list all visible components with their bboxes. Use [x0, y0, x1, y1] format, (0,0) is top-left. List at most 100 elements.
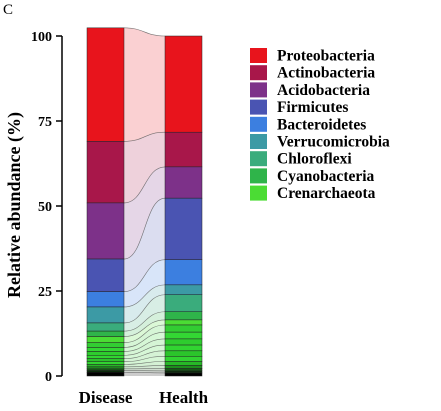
flow-band: [124, 319, 165, 343]
y-axis-label: Relative abundance (%): [4, 112, 25, 298]
flow-band: [124, 338, 165, 356]
legend-label: Bacteroidetes: [277, 116, 366, 133]
bar-segment: [164, 368, 203, 372]
bar-segment: [164, 365, 203, 369]
flow-band: [124, 365, 165, 369]
legend-label: Crenarchaeota: [277, 185, 376, 202]
flow-edge: [123, 319, 166, 337]
bar-segment: [86, 366, 125, 370]
legend-swatch: [250, 65, 267, 81]
legend-label: Verrucomicrobia: [277, 134, 390, 151]
bar-segment: [164, 131, 203, 168]
y-tick-label: 25: [38, 285, 52, 300]
flow-edge: [123, 27, 166, 37]
flow-edge: [123, 131, 166, 142]
legend-label: Cyanobacteria: [277, 168, 375, 185]
flow-band: [124, 294, 165, 332]
flow-edge: [123, 331, 166, 348]
legend-label: Actinobacteria: [277, 65, 375, 82]
flow-edge: [123, 284, 166, 308]
flow-band: [124, 198, 165, 292]
bar-segment: [164, 344, 203, 352]
legend-swatch: [250, 48, 267, 63]
bar-segment: [86, 330, 125, 337]
y-tick-label: 75: [38, 115, 52, 130]
flow-band: [124, 311, 165, 337]
bar-segment: [86, 355, 125, 359]
bar-segment: [86, 306, 125, 324]
legend-swatch: [250, 185, 267, 201]
bar-segment: [86, 370, 125, 373]
bar-segment: [86, 358, 125, 362]
flow-edge: [123, 338, 166, 352]
legend: ProteobacteriaActinobacteriaAcidobacteri…: [250, 48, 390, 202]
panel-letter: C: [3, 2, 13, 18]
flow-bands: [123, 27, 166, 376]
flow-band: [124, 132, 165, 203]
flow-band: [124, 356, 165, 365]
legend-label: Proteobacteria: [277, 48, 375, 65]
bar-segment: [86, 291, 125, 308]
x-axis-labels: Disease Health: [79, 388, 209, 407]
bar-segment: [86, 361, 125, 365]
bar-segment: [86, 322, 125, 332]
bar-segment: [86, 372, 125, 377]
bar-segment: [164, 324, 203, 333]
bar-segment: [86, 342, 125, 348]
y-tick-label: 0: [45, 370, 52, 385]
flow-band: [124, 27, 165, 142]
bar-segment: [164, 197, 203, 260]
bar-segment: [164, 361, 203, 366]
legend-swatch: [250, 134, 267, 149]
bar-segment: [164, 319, 203, 326]
bar-segment: [164, 35, 203, 133]
legend-swatch: [250, 99, 267, 115]
bar-segment: [164, 350, 203, 357]
flow-edge: [123, 350, 166, 359]
bar-segment: [86, 347, 125, 352]
flow-band: [124, 372, 165, 376]
legend-swatch: [250, 151, 267, 167]
bar-segment: [164, 166, 203, 199]
y-tick-label: 50: [38, 200, 52, 215]
flow-band: [124, 325, 165, 348]
flow-band: [124, 350, 165, 362]
flow-band: [124, 284, 165, 323]
bar-segment: [164, 372, 203, 377]
flow-edge: [123, 197, 166, 260]
legend-swatch: [250, 116, 267, 132]
bar-segment: [164, 338, 203, 346]
y-tick-label: 100: [31, 30, 52, 45]
legend-label: Firmicutes: [277, 99, 348, 116]
bar-segment: [86, 368, 125, 371]
flow-edge: [123, 166, 166, 204]
legend-swatch: [250, 82, 267, 98]
bar-segment: [86, 336, 125, 343]
bar-segment: [164, 370, 203, 374]
flow-edge: [123, 361, 166, 365]
flow-edge: [123, 344, 166, 356]
bar-segment: [86, 258, 125, 292]
flow-edge: [123, 259, 166, 292]
flow-edge: [123, 355, 166, 363]
bar-segment: [164, 259, 203, 286]
legend-label: Acidobacteria: [277, 82, 370, 99]
flow-edge: [123, 324, 166, 343]
bar-segment: [86, 351, 125, 356]
bar-segment: [164, 311, 203, 321]
flow-band: [124, 259, 165, 307]
flow-edge: [123, 294, 166, 324]
bar-segment: [86, 202, 125, 260]
bars: [86, 27, 203, 377]
legend-swatch: [250, 168, 267, 184]
bar-segment: [164, 356, 203, 362]
flow-edge: [123, 371, 166, 374]
flow-band: [124, 166, 165, 260]
flow-edge: [123, 311, 166, 332]
x-tick-label: Disease: [79, 388, 133, 407]
bar-segment: [164, 294, 203, 312]
bar-segment: [86, 364, 125, 368]
y-axis: 0 25 50 75 100: [31, 30, 63, 385]
bar-segment: [164, 284, 203, 295]
